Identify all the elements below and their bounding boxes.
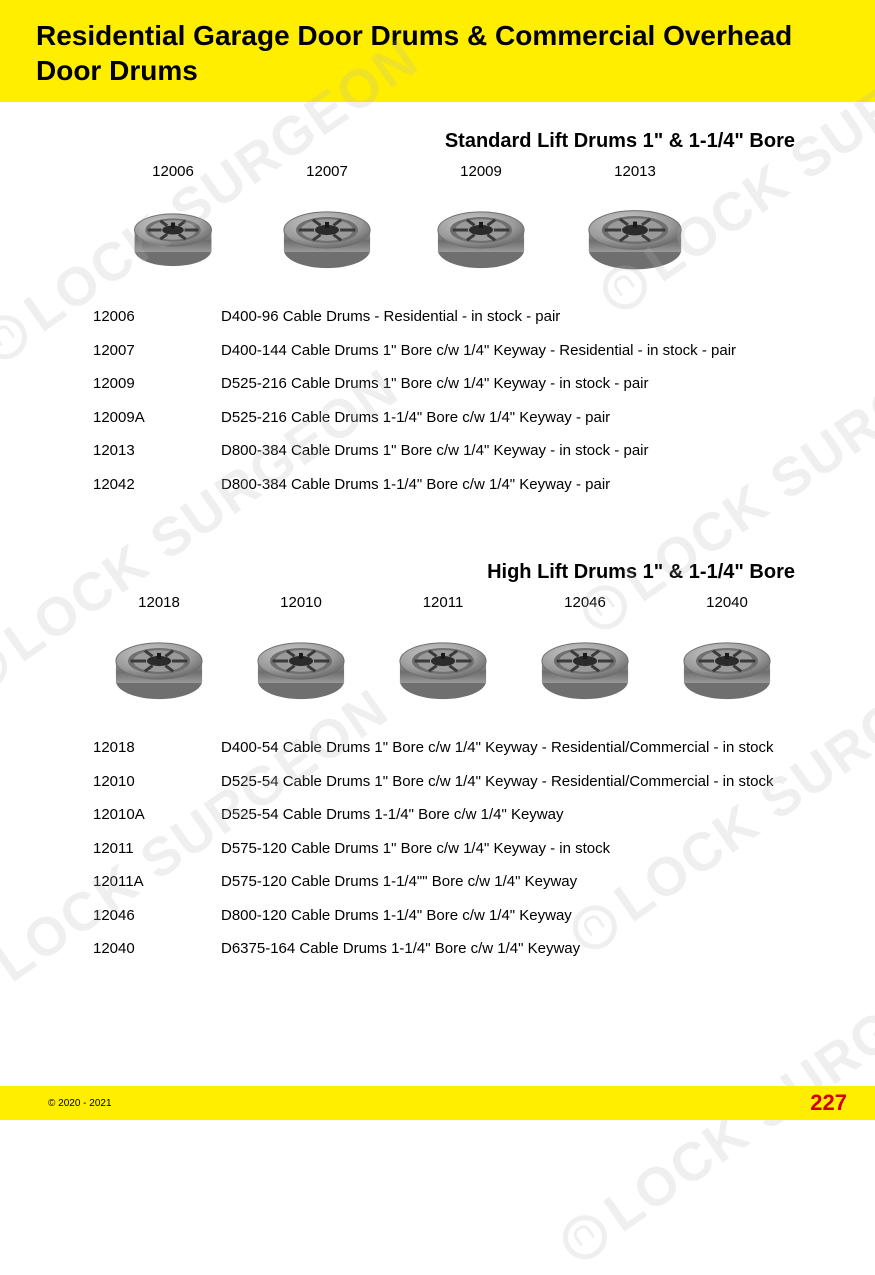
drum-icon bbox=[237, 617, 365, 709]
spec-row: 12046D800-120 Cable Drums 1-1/4" Bore c/… bbox=[93, 899, 815, 933]
spec-row: 12011D575-120 Cable Drums 1" Bore c/w 1/… bbox=[93, 832, 815, 866]
drum-item: 12046 bbox=[521, 594, 649, 709]
spec-code: 12009A bbox=[93, 408, 221, 428]
spec-desc: D525-54 Cable Drums 1-1/4" Bore c/w 1/4"… bbox=[221, 805, 815, 825]
page-number: 227 bbox=[810, 1090, 847, 1116]
drum-icon bbox=[521, 617, 649, 709]
drum-row-1: 12006 12007 bbox=[109, 163, 815, 278]
drum-item: 12007 bbox=[263, 163, 391, 278]
spec-code: 12011 bbox=[93, 839, 221, 859]
spec-code: 12042 bbox=[93, 475, 221, 495]
drum-label: 12046 bbox=[564, 594, 606, 611]
drum-label: 12011 bbox=[423, 594, 464, 611]
spec-row: 12006D400-96 Cable Drums - Residential -… bbox=[93, 300, 815, 334]
spec-desc: D400-96 Cable Drums - Residential - in s… bbox=[221, 307, 815, 327]
spec-code: 12010 bbox=[93, 772, 221, 792]
spec-desc: D400-144 Cable Drums 1" Bore c/w 1/4" Ke… bbox=[221, 341, 815, 361]
drum-icon bbox=[109, 186, 237, 278]
drum-icon bbox=[417, 186, 545, 278]
spec-row: 12007D400-144 Cable Drums 1" Bore c/w 1/… bbox=[93, 334, 815, 368]
spec-code: 12010A bbox=[93, 805, 221, 825]
drum-item: 12009 bbox=[417, 163, 545, 278]
page-header: Residential Garage Door Drums & Commerci… bbox=[0, 0, 875, 102]
spec-row: 12042D800-384 Cable Drums 1-1/4" Bore c/… bbox=[93, 468, 815, 502]
spec-row: 12009D525-216 Cable Drums 1" Bore c/w 1/… bbox=[93, 367, 815, 401]
spec-row: 12010D525-54 Cable Drums 1" Bore c/w 1/4… bbox=[93, 765, 815, 799]
drum-item: 12011 bbox=[379, 594, 507, 709]
drum-item: 12013 bbox=[571, 163, 699, 278]
spec-code: 12006 bbox=[93, 307, 221, 327]
spec-list-2: 12018D400-54 Cable Drums 1" Bore c/w 1/4… bbox=[93, 731, 815, 966]
drum-label: 12013 bbox=[614, 163, 656, 180]
spec-code: 12011A bbox=[93, 872, 221, 892]
drum-item: 12010 bbox=[237, 594, 365, 709]
content: Standard Lift Drums 1" & 1-1/4" Bore 120… bbox=[0, 130, 875, 966]
spec-desc: D525-216 Cable Drums 1-1/4" Bore c/w 1/4… bbox=[221, 408, 815, 428]
spec-code: 12046 bbox=[93, 906, 221, 926]
spec-desc: D575-120 Cable Drums 1" Bore c/w 1/4" Ke… bbox=[221, 839, 815, 859]
drum-icon bbox=[379, 617, 507, 709]
spec-desc: D6375-164 Cable Drums 1-1/4" Bore c/w 1/… bbox=[221, 939, 815, 959]
spec-code: 12007 bbox=[93, 341, 221, 361]
drum-row-2: 12018 12010 bbox=[95, 594, 815, 709]
spec-code: 12013 bbox=[93, 441, 221, 461]
spec-list-1: 12006D400-96 Cable Drums - Residential -… bbox=[93, 300, 815, 501]
drum-label: 12006 bbox=[152, 163, 194, 180]
drum-item: 12040 bbox=[663, 594, 791, 709]
copyright: © 2020 - 2021 bbox=[48, 1098, 112, 1109]
spec-row: 12040D6375-164 Cable Drums 1-1/4" Bore c… bbox=[93, 932, 815, 966]
spec-code: 12009 bbox=[93, 374, 221, 394]
page-title: Residential Garage Door Drums & Commerci… bbox=[36, 18, 839, 88]
drum-label: 12010 bbox=[280, 594, 322, 611]
drum-icon bbox=[95, 617, 223, 709]
spec-code: 12040 bbox=[93, 939, 221, 959]
drum-item: 12006 bbox=[109, 163, 237, 278]
spec-desc: D525-216 Cable Drums 1" Bore c/w 1/4" Ke… bbox=[221, 374, 815, 394]
spec-code: 12018 bbox=[93, 738, 221, 758]
drum-icon bbox=[263, 186, 391, 278]
drum-label: 12018 bbox=[138, 594, 180, 611]
spec-row: 12009AD525-216 Cable Drums 1-1/4" Bore c… bbox=[93, 401, 815, 435]
section1-title: Standard Lift Drums 1" & 1-1/4" Bore bbox=[85, 130, 815, 153]
drum-label: 12009 bbox=[460, 163, 502, 180]
spec-desc: D525-54 Cable Drums 1" Bore c/w 1/4" Key… bbox=[221, 772, 815, 792]
page-footer: © 2020 - 2021 227 bbox=[0, 1086, 875, 1120]
spec-row: 12010AD525-54 Cable Drums 1-1/4" Bore c/… bbox=[93, 798, 815, 832]
spec-desc: D800-384 Cable Drums 1-1/4" Bore c/w 1/4… bbox=[221, 475, 815, 495]
spec-row: 12013D800-384 Cable Drums 1" Bore c/w 1/… bbox=[93, 434, 815, 468]
spec-desc: D800-120 Cable Drums 1-1/4" Bore c/w 1/4… bbox=[221, 906, 815, 926]
spec-desc: D400-54 Cable Drums 1" Bore c/w 1/4" Key… bbox=[221, 738, 815, 758]
drum-item: 12018 bbox=[95, 594, 223, 709]
drum-label: 12040 bbox=[706, 594, 748, 611]
drum-icon bbox=[571, 186, 699, 278]
spec-desc: D575-120 Cable Drums 1-1/4"" Bore c/w 1/… bbox=[221, 872, 815, 892]
spec-desc: D800-384 Cable Drums 1" Bore c/w 1/4" Ke… bbox=[221, 441, 815, 461]
spec-row: 12018D400-54 Cable Drums 1" Bore c/w 1/4… bbox=[93, 731, 815, 765]
drum-label: 12007 bbox=[306, 163, 348, 180]
drum-icon bbox=[663, 617, 791, 709]
section2-title: High Lift Drums 1" & 1-1/4" Bore bbox=[85, 561, 815, 584]
spec-row: 12011AD575-120 Cable Drums 1-1/4"" Bore … bbox=[93, 865, 815, 899]
